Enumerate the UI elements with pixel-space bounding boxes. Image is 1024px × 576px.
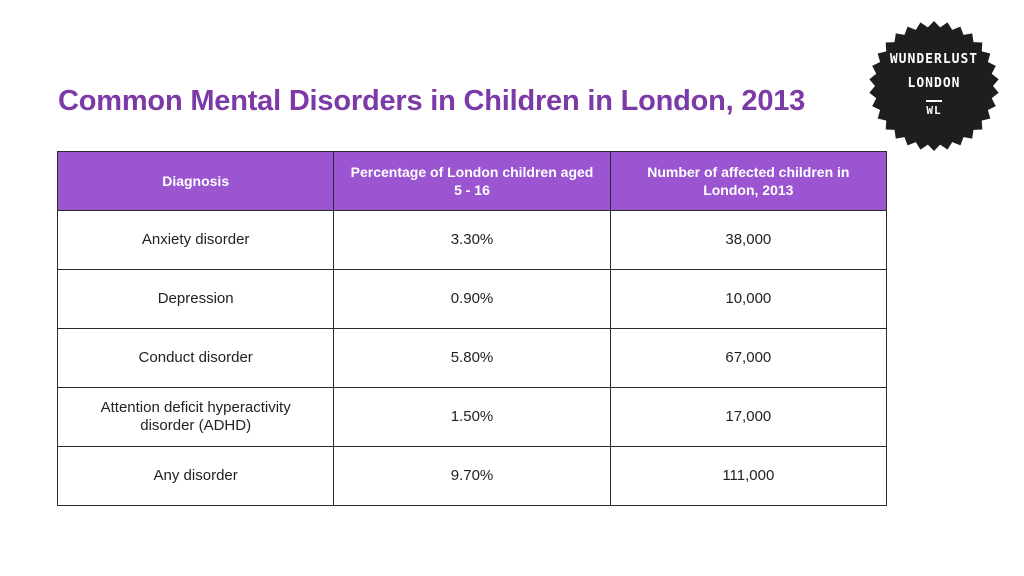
table-row: Attention deficit hyperactivity disorder… — [56, 387, 888, 447]
table-row: Depression 0.90% 10,000 — [56, 269, 888, 329]
logo-line-1: WUNDERLUST — [889, 51, 979, 67]
cell-percentage: 5.80% — [333, 328, 611, 388]
page-title: Common Mental Disorders in Children in L… — [58, 85, 806, 118]
cell-diagnosis: Any disorder — [56, 446, 335, 506]
cell-diagnosis: Conduct disorder — [56, 328, 335, 388]
cell-number: 17,000 — [609, 387, 888, 447]
header-number: Number of affected children in London, 2… — [609, 151, 888, 211]
header-diagnosis: Diagnosis — [56, 151, 335, 211]
cell-diagnosis: Anxiety disorder — [56, 210, 335, 270]
wunderlust-london-logo: WUNDERLUST LONDON WL — [868, 20, 1000, 152]
cell-diagnosis: Attention deficit hyperactivity disorder… — [56, 387, 335, 447]
cell-percentage: 3.30% — [333, 210, 611, 270]
cell-percentage: 9.70% — [333, 446, 611, 506]
logo-line-2: LONDON — [907, 75, 961, 91]
logo-mark: WL — [926, 99, 942, 117]
cell-percentage: 0.90% — [333, 269, 611, 329]
cell-percentage: 1.50% — [333, 387, 611, 447]
cell-number: 38,000 — [609, 210, 888, 270]
cell-diagnosis: Depression — [56, 269, 335, 329]
header-percentage: Percentage of London children aged 5 - 1… — [333, 151, 611, 211]
disorders-table: Diagnosis Percentage of London children … — [56, 151, 888, 506]
logo-text: WUNDERLUST LONDON WL — [868, 20, 1000, 152]
table-row: Any disorder 9.70% 111,000 — [56, 446, 888, 506]
cell-number: 67,000 — [609, 328, 888, 388]
cell-number: 10,000 — [609, 269, 888, 329]
cell-number: 111,000 — [609, 446, 888, 506]
table-header-row: Diagnosis Percentage of London children … — [56, 151, 888, 211]
logo-badge-shape — [869, 21, 999, 151]
table-row: Anxiety disorder 3.30% 38,000 — [56, 210, 888, 270]
table-row: Conduct disorder 5.80% 67,000 — [56, 328, 888, 388]
